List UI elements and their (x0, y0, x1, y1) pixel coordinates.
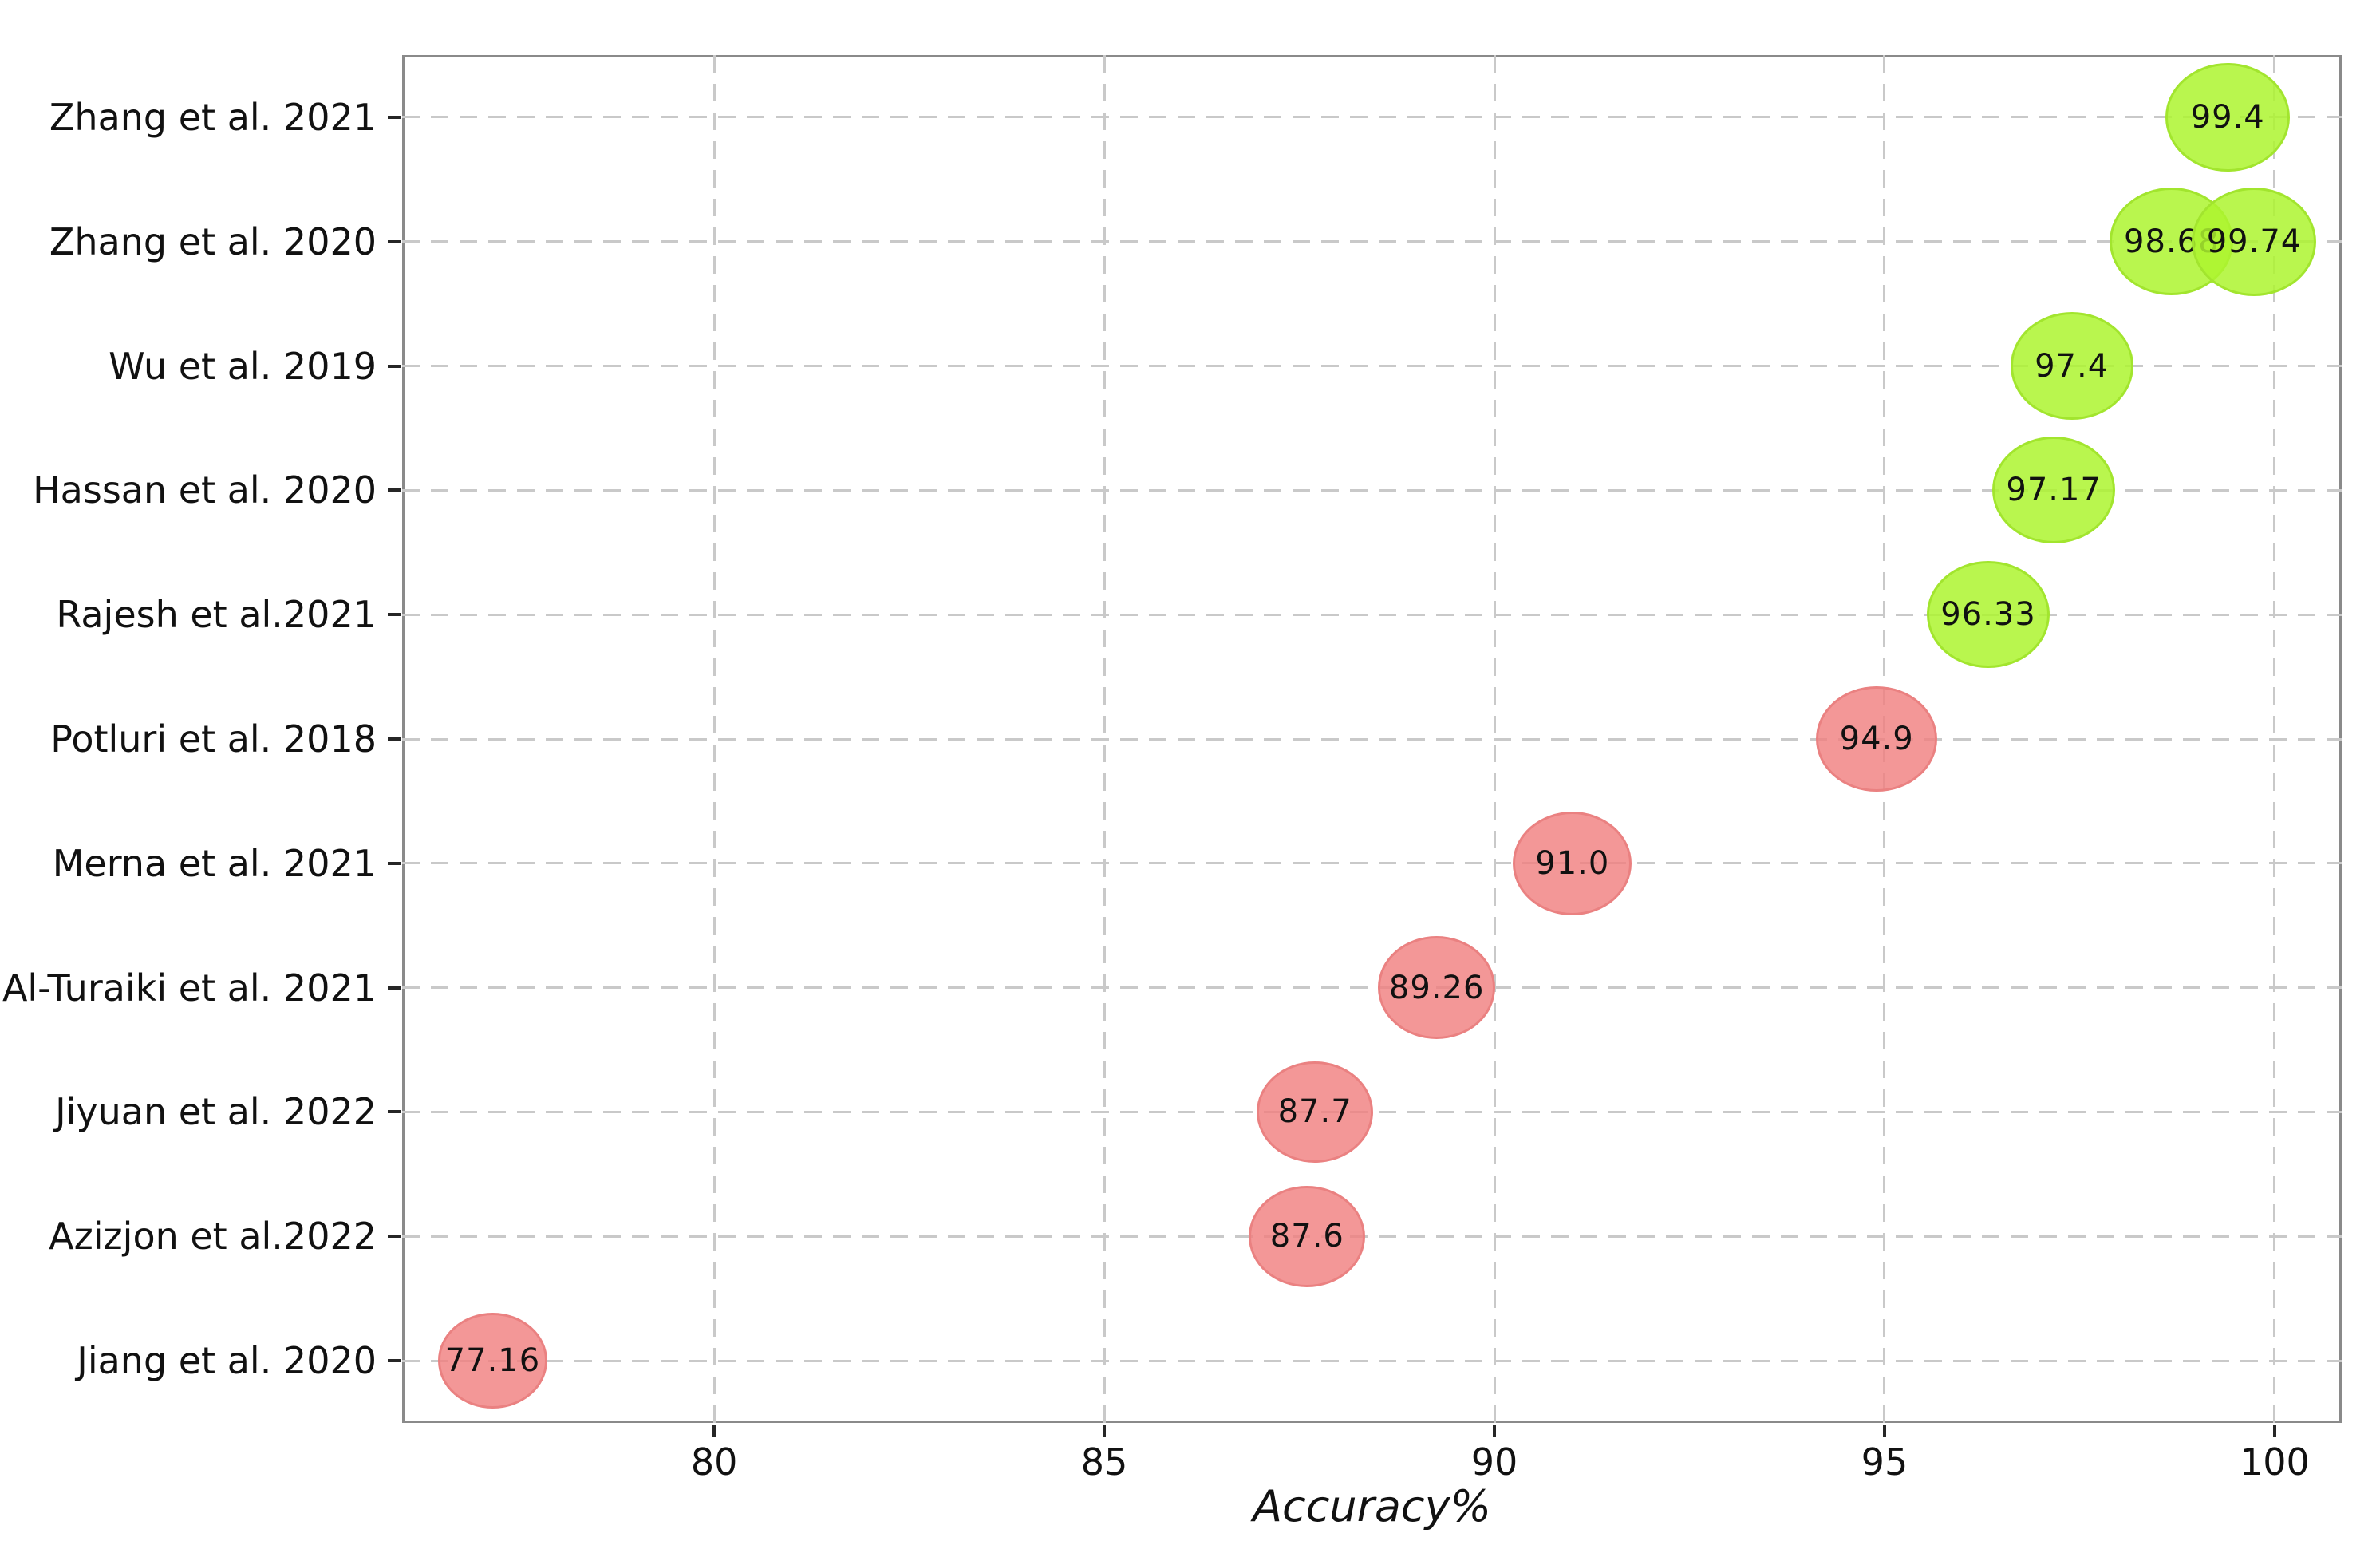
bubble-value-label: 89.26 (1388, 969, 1485, 1006)
y-gridline (402, 613, 2342, 616)
bubble-value-label: 91.0 (1535, 844, 1610, 882)
y-gridline (402, 240, 2342, 243)
bubble: 97.4 (2010, 312, 2133, 420)
bubble-value-label: 94.9 (1839, 720, 1914, 757)
y-tick-mark (388, 986, 401, 990)
bubble: 89.26 (1377, 936, 1496, 1039)
bubble: 97.17 (1992, 437, 2116, 544)
y-tick-label: Hassan et al. 2020 (33, 468, 377, 512)
x-tick-mark (712, 1425, 716, 1437)
y-gridline (402, 365, 2342, 368)
y-tick-mark (388, 613, 401, 617)
y-tick-label: Azizjon et al.2022 (49, 1215, 377, 1259)
y-tick-label: Wu et al. 2019 (109, 344, 377, 388)
y-tick-mark (388, 1235, 401, 1239)
y-gridline (402, 862, 2342, 865)
bubble: 87.7 (1256, 1061, 1374, 1164)
bubble-value-label: 87.6 (1269, 1218, 1344, 1255)
y-tick-label: Rajesh et al.2021 (56, 593, 377, 637)
x-tick-label: 80 (690, 1440, 738, 1484)
x-axis-title: Accuracy% (1253, 1481, 1491, 1531)
y-tick-mark (388, 861, 401, 865)
bubble: 91.0 (1513, 811, 1632, 915)
bubble-value-label: 77.16 (444, 1342, 541, 1380)
y-gridline (402, 1235, 2342, 1238)
bubble-value-label: 97.4 (2035, 347, 2110, 385)
x-tick-mark (2272, 1425, 2276, 1437)
x-tick-mark (1493, 1425, 1497, 1437)
bubble: 96.33 (1927, 561, 2050, 668)
y-tick-mark (388, 488, 401, 492)
bubble: 99.74 (2192, 187, 2317, 296)
bubble-value-label: 99.4 (2190, 98, 2265, 136)
x-tick-label: 100 (2239, 1440, 2310, 1484)
y-tick-label: Al-Turaiki et al. 2021 (2, 966, 377, 1010)
bubble-value-label: 97.17 (2006, 472, 2102, 509)
bubble-value-label: 96.33 (1940, 596, 2036, 634)
y-gridline (402, 116, 2342, 119)
y-tick-mark (388, 1110, 401, 1114)
y-gridline (402, 488, 2342, 492)
x-tick-label: 90 (1470, 1440, 1518, 1484)
x-tick-label: 95 (1861, 1440, 1908, 1484)
y-tick-label: Potluri et al. 2018 (50, 717, 377, 761)
y-tick-mark (388, 115, 401, 119)
bubble: 87.6 (1249, 1185, 1366, 1287)
bubble: 94.9 (1816, 686, 1938, 792)
y-tick-label: Jiang et al. 2020 (77, 1339, 377, 1383)
y-gridline (402, 737, 2342, 741)
x-tick-label: 85 (1080, 1440, 1128, 1484)
y-tick-mark (388, 364, 401, 368)
y-tick-label: Merna et al. 2021 (52, 841, 377, 885)
bubble-value-label: 99.74 (2206, 223, 2303, 260)
x-tick-mark (1882, 1425, 1886, 1437)
y-gridline (402, 1359, 2342, 1362)
bubble: 77.16 (437, 1313, 548, 1409)
y-tick-label: Jiyuan et al. 2022 (55, 1090, 377, 1134)
y-tick-mark (388, 239, 401, 243)
y-gridline (402, 986, 2342, 990)
y-tick-label: Zhang et al. 2020 (49, 219, 377, 263)
bubble: 99.4 (2165, 63, 2291, 172)
bubble-value-label: 87.7 (1277, 1093, 1352, 1131)
y-tick-label: Zhang et al. 2021 (49, 95, 377, 139)
y-tick-mark (388, 737, 401, 741)
y-tick-mark (388, 1359, 401, 1363)
x-tick-mark (1103, 1425, 1107, 1437)
